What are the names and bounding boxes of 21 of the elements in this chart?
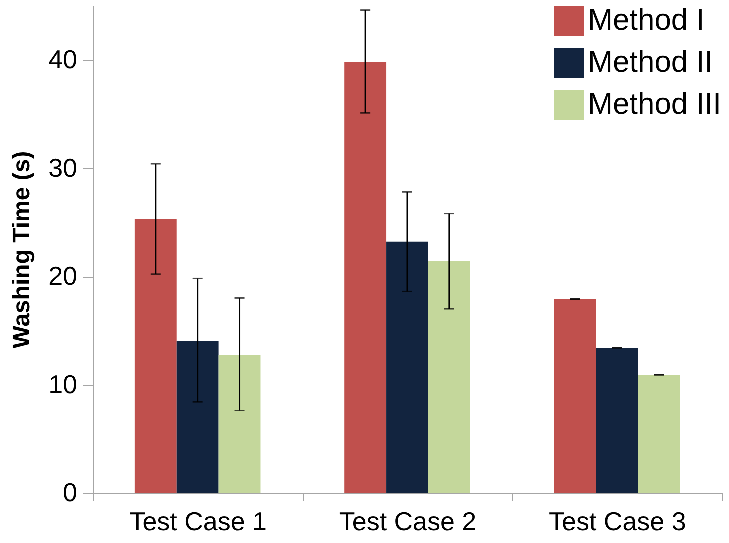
bar xyxy=(134,219,177,493)
y-tick-label: 10 xyxy=(48,369,78,400)
bar xyxy=(428,261,470,493)
y-tick-label: 40 xyxy=(48,44,78,75)
y-axis-title: Washing Time (s) xyxy=(8,151,36,349)
y-tick-label: 0 xyxy=(63,478,78,508)
bar xyxy=(638,375,680,493)
bar xyxy=(386,242,428,493)
bar xyxy=(596,348,638,493)
bar xyxy=(344,62,387,493)
x-tick-label: Test Case 1 xyxy=(130,506,267,536)
y-tick-label: 20 xyxy=(48,261,78,292)
y-tick-label: 30 xyxy=(48,152,78,183)
x-tick-label: Test Case 2 xyxy=(339,506,477,536)
legend-label: Method III xyxy=(588,88,722,121)
bar xyxy=(218,356,261,493)
legend-label: Method I xyxy=(588,4,705,37)
bar xyxy=(554,299,596,493)
x-tick-label: Test Case 3 xyxy=(549,506,686,536)
bar xyxy=(176,341,219,493)
legend-label: Method II xyxy=(588,46,714,79)
